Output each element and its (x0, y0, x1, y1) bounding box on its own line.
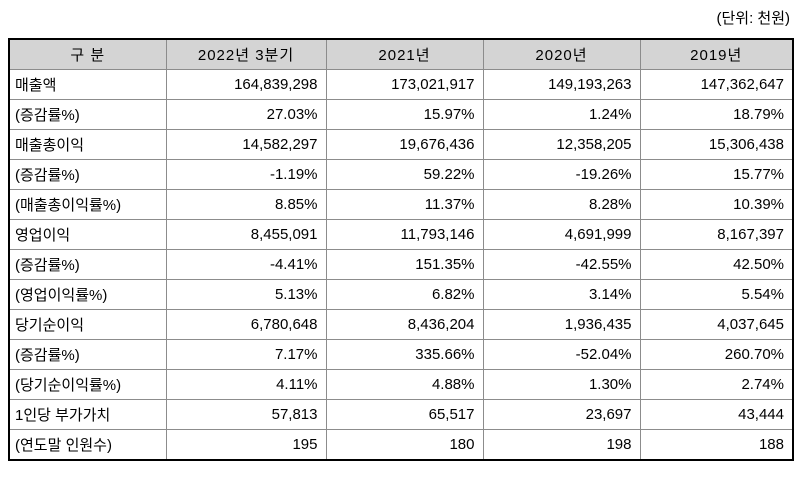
cell-value: 164,839,298 (165, 69, 327, 100)
cell-value: 10.39% (639, 189, 794, 220)
row-label: 당기순이익 (8, 309, 167, 340)
cell-value: 8.85% (165, 189, 327, 220)
cell-value: 8,436,204 (325, 309, 484, 340)
cell-value: 198 (482, 429, 641, 461)
unit-label: (단위: 천원) (716, 10, 790, 27)
table-row: 영업이익 8,455,091 11,793,146 4,691,999 8,167,39… (8, 219, 794, 250)
cell-value: 27.03% (165, 99, 327, 130)
row-label: (증감률%) (8, 159, 167, 190)
table-row: (영업이익률%) 5.13% 6.82% 3.14% 5.54% (8, 279, 794, 310)
financial-summary-table: 구 분 2022년 3분기 2021년 2020년 2019년 매출액 164,8… (8, 38, 794, 461)
row-label: 매출총이익 (8, 129, 167, 160)
cell-value: 11.37% (325, 189, 484, 220)
cell-value: -42.55% (482, 249, 641, 280)
table-row: (매출총이익률%) 8.85% 11.37% 8.28% 10.39% (8, 189, 794, 220)
table-row: 매출액 164,839,298 173,021,917 149,193,263 147,… (8, 69, 794, 100)
cell-value: 151.35% (325, 249, 484, 280)
column-header-2019: 2019년 (639, 38, 794, 70)
cell-value: -52.04% (482, 339, 641, 370)
cell-value: 180 (325, 429, 484, 461)
cell-value: 4.11% (165, 369, 327, 400)
row-label: (증감률%) (8, 249, 167, 280)
cell-value: 23,697 (482, 399, 641, 430)
cell-value: 15,306,438 (639, 129, 794, 160)
row-label: (영업이익률%) (8, 279, 167, 310)
table-row: (증감률%) 7.17% 335.66% -52.04% 260.70% (8, 339, 794, 370)
cell-value: 4,037,645 (639, 309, 794, 340)
column-header-category: 구 분 (8, 38, 167, 70)
cell-value: 15.77% (639, 159, 794, 190)
cell-value: 14,582,297 (165, 129, 327, 160)
cell-value: 149,193,263 (482, 69, 641, 100)
row-label: (증감률%) (8, 99, 167, 130)
cell-value: 335.66% (325, 339, 484, 370)
cell-value: 59.22% (325, 159, 484, 190)
table-row: 1인당 부가가치 57,813 65,517 23,697 43,444 (8, 399, 794, 430)
cell-value: 18.79% (639, 99, 794, 130)
cell-value: 57,813 (165, 399, 327, 430)
cell-value: 42.50% (639, 249, 794, 280)
cell-value: 8,455,091 (165, 219, 327, 250)
cell-value: 6.82% (325, 279, 484, 310)
cell-value: -19.26% (482, 159, 641, 190)
cell-value: 12,358,205 (482, 129, 641, 160)
row-label: (증감률%) (8, 339, 167, 370)
cell-value: 173,021,917 (325, 69, 484, 100)
row-label: (매출총이익률%) (8, 189, 167, 220)
cell-value: 4.88% (325, 369, 484, 400)
cell-value: 260.70% (639, 339, 794, 370)
table-row: (연도말 인원수) 195 180 198 188 (8, 429, 794, 461)
cell-value: 8.28% (482, 189, 641, 220)
cell-value: -1.19% (165, 159, 327, 190)
cell-value: 4,691,999 (482, 219, 641, 250)
cell-value: 1.24% (482, 99, 641, 130)
cell-value: 5.54% (639, 279, 794, 310)
cell-value: 65,517 (325, 399, 484, 430)
row-label: (당기순이익률%) (8, 369, 167, 400)
cell-value: 43,444 (639, 399, 794, 430)
table-row: (당기순이익률%) 4.11% 4.88% 1.30% 2.74% (8, 369, 794, 400)
cell-value: 1,936,435 (482, 309, 641, 340)
cell-value: 19,676,436 (325, 129, 484, 160)
cell-value: 8,167,397 (639, 219, 794, 250)
column-header-2020: 2020년 (482, 38, 641, 70)
table-row: 매출총이익 14,582,297 19,676,436 12,358,205 15,30… (8, 129, 794, 160)
table-row: 당기순이익 6,780,648 8,436,204 1,936,435 4,037,64… (8, 309, 794, 340)
cell-value: 11,793,146 (325, 219, 484, 250)
cell-value: 6,780,648 (165, 309, 327, 340)
cell-value: 7.17% (165, 339, 327, 370)
cell-value: 2.74% (639, 369, 794, 400)
cell-value: 188 (639, 429, 794, 461)
cell-value: 3.14% (482, 279, 641, 310)
cell-value: -4.41% (165, 249, 327, 280)
cell-value: 5.13% (165, 279, 327, 310)
cell-value: 1.30% (482, 369, 641, 400)
column-header-2022-q3: 2022년 3분기 (165, 38, 327, 70)
row-label: (연도말 인원수) (8, 429, 167, 461)
row-label: 매출액 (8, 69, 167, 100)
cell-value: 147,362,647 (639, 69, 794, 100)
table-row: (증감률%) 27.03% 15.97% 1.24% 18.79% (8, 99, 794, 130)
table-row: (증감률%) -4.41% 151.35% -42.55% 42.50% (8, 249, 794, 280)
table-row: (증감률%) -1.19% 59.22% -19.26% 15.77% (8, 159, 794, 190)
cell-value: 15.97% (325, 99, 484, 130)
header-row: 구 분 2022년 3분기 2021년 2020년 2019년 (8, 38, 794, 70)
cell-value: 195 (165, 429, 327, 461)
row-label: 영업이익 (8, 219, 167, 250)
column-header-2021: 2021년 (325, 38, 484, 70)
row-label: 1인당 부가가치 (8, 399, 167, 430)
